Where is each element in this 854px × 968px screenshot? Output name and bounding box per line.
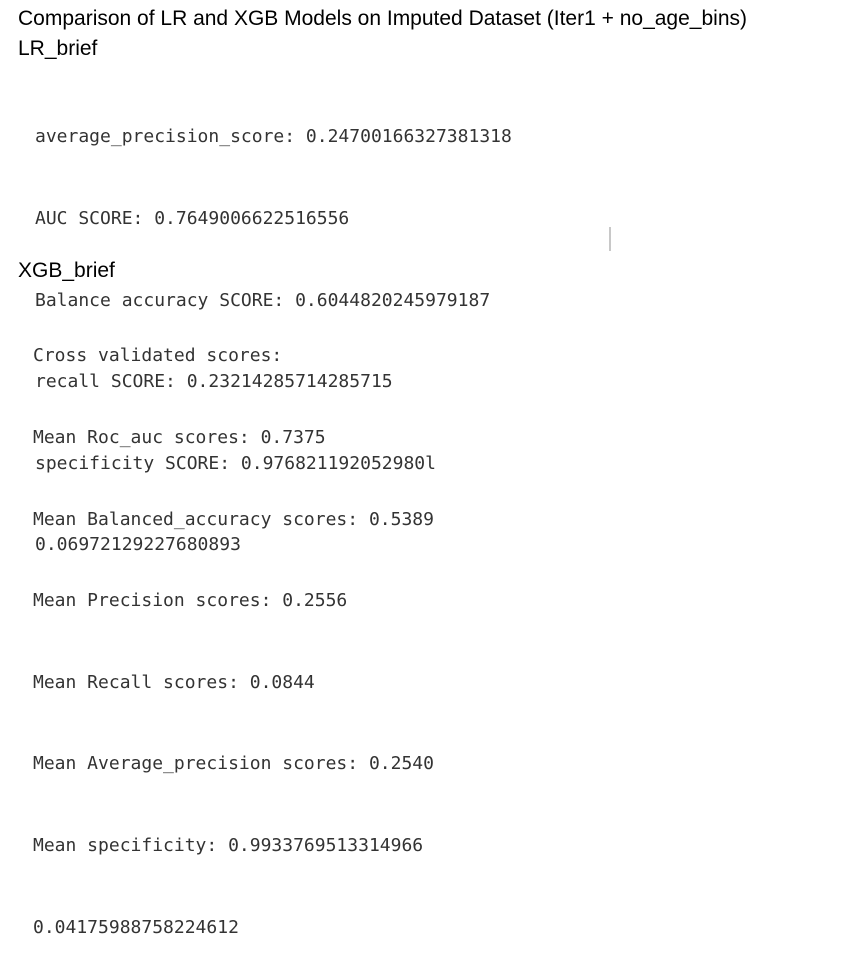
lr-auc-line: AUC SCORE: 0.7649006622516556 [35, 208, 350, 229]
lr-average-precision-line: average_precision_score: 0.2470016632738… [35, 126, 512, 148]
page-title: Comparison of LR and XGB Models on Imput… [18, 7, 747, 30]
xgb-specificity-line: Mean specificity: 0.9933769513314966 [33, 834, 424, 856]
text-cursor-mark [609, 227, 611, 251]
lr-section-label: LR_brief [18, 37, 98, 60]
lr-recall-line: recall SCORE: 0.23214285714285715 [35, 371, 393, 393]
xgb-section-label: XGB_brief [18, 259, 115, 282]
xgb-average-precision-line: Mean Average_precision scores: 0.2540 [33, 753, 434, 775]
xgb-roc-auc-line: Mean Roc_auc scores: 0.7375 [33, 427, 326, 448]
xgb-balanced-accuracy-line: Mean Balanced_accuracy scores: 0.5389 [33, 508, 434, 530]
xgb-header-line: Cross validated scores: [33, 345, 283, 367]
xgb-output-block: Cross validated scores: Mean Roc_auc sco… [33, 288, 434, 968]
xgb-extra-value-line: 0.04175988758224612 [33, 916, 239, 938]
lr-specificity-line: specificity SCORE: 0.976821192052980l [35, 452, 436, 474]
xgb-precision-line: Mean Precision scores: 0.2556 [33, 590, 348, 612]
xgb-recall-line: Mean Recall scores: 0.0844 [33, 671, 315, 693]
lr-balance-accuracy-line: Balance accuracy SCORE: 0.60448202459791… [35, 289, 491, 311]
